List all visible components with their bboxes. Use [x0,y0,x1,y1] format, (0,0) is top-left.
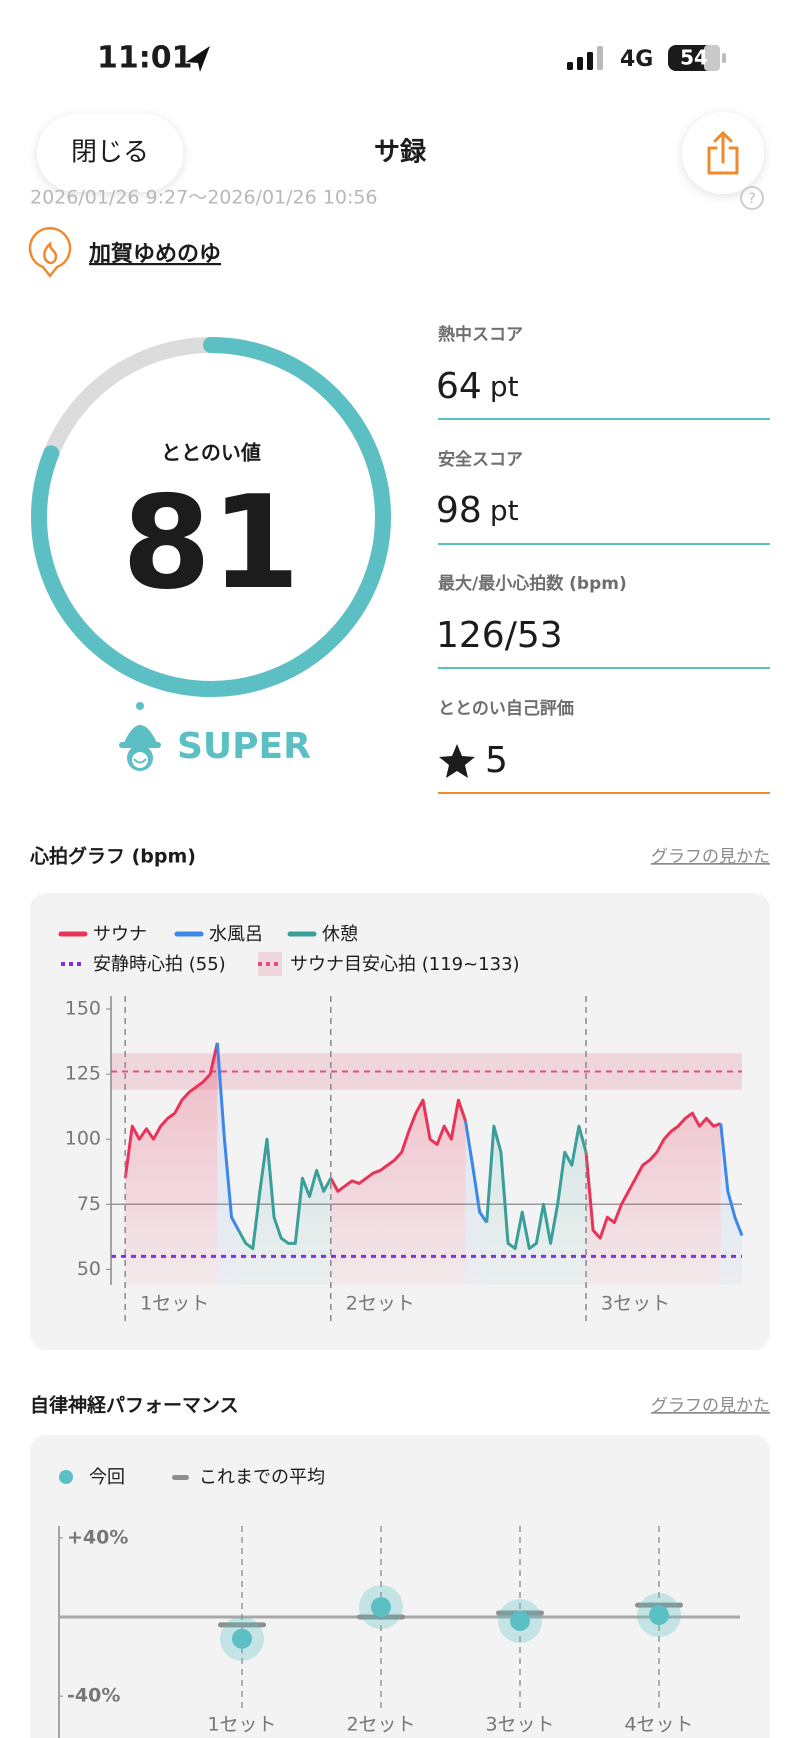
dot [649,1605,669,1626]
autonomic-chart: 今回 これまでの平均 +40% -40% 1セット 2セット 3セット 4セット [58,1467,740,1738]
dot [510,1610,530,1631]
stat-value: 126/53 [436,615,563,656]
area-fill [125,1042,721,1285]
share-icon[interactable] [707,131,739,175]
chart-card [30,1435,770,1738]
help-link[interactable]: グラフの見かた [651,1396,770,1416]
set-label: 2セット [346,1293,415,1315]
line-series [215,1042,744,1237]
rank-icon [119,702,161,771]
area-fill [238,1126,587,1285]
stat-label: 安全スコア [438,449,523,470]
session-period: 2026/01/26 9:27～2026/01/26 10:56 [30,187,378,209]
battery-tip [722,53,726,63]
help-link[interactable]: グラフの見かた [651,847,770,867]
x-tick-label: 1セット [207,1714,276,1736]
stat-number: 64 [436,366,482,407]
legend-label: 安静時心拍 (55) [93,954,226,975]
y-tick-label: 150 [65,998,101,1020]
help-icon[interactable] [740,186,764,210]
average-dash [218,1622,266,1628]
y-tick-label: 125 [65,1063,101,1085]
y-tick-label: 75 [77,1193,101,1215]
dot [232,1628,252,1649]
facility-icon [28,227,72,279]
page-title: サ録 [374,138,427,168]
close-button[interactable] [37,114,183,192]
line-series [237,1124,588,1251]
stat-label: 最大/最小心拍数 (bpm) [438,573,627,594]
legend-label: これまでの平均 [199,1467,325,1488]
y-tick-label: -40% [67,1685,120,1707]
help-mark[interactable]: ? [748,191,755,207]
x-tick-label: 2セット [346,1714,415,1736]
legend-swatch [59,1470,73,1484]
y-tick-label: +40% [67,1526,128,1548]
stat-label: 熱中スコア [438,324,523,345]
star-icon [439,744,475,778]
facility-name[interactable]: 加賀ゆめのゆ [88,242,221,267]
dot [371,1597,391,1618]
stat-unit: pt [490,494,519,527]
rank-label: SUPER [177,726,311,767]
legend-label: 水風呂 [209,924,263,945]
y-tick-label: 50 [77,1258,101,1280]
stat-value: 98 pt [436,490,519,531]
stat-unit: pt [490,370,519,403]
section-title: 自律神経パフォーマンス [30,1394,239,1417]
line-series [123,1042,722,1240]
x-tick-label: 3セット [485,1714,554,1736]
stat-label: ととのい自己評価 [438,698,574,719]
legend-label: 休憩 [322,924,358,945]
section-title: 心拍グラフ (bpm) [29,845,196,868]
battery-level: 54 [680,46,708,70]
close-label[interactable]: 閉じる [71,138,149,168]
legend-swatch [172,1475,189,1480]
x-tick-label: 4セット [624,1714,693,1736]
area-fill [217,1042,742,1285]
battery-empty [704,45,720,71]
signal-icon [567,46,603,70]
location-arrow [186,46,210,72]
stat-value: 5 [485,740,508,781]
stat-number: 98 [436,490,482,531]
y-tick-label: 100 [65,1128,101,1150]
score-label: ととのい値 [161,441,261,465]
legend-label: 今回 [89,1467,125,1488]
set-label: 3セット [601,1293,670,1315]
network-label: 4G [620,47,653,72]
score-value: 81 [122,469,300,618]
set-label: 1セット [140,1293,209,1315]
stat-value: 64 pt [436,366,519,407]
legend-label: サウナ目安心拍 (119~133) [290,954,520,975]
legend-label: サウナ [93,924,147,945]
score-ring [31,337,391,697]
status-time: 11:01 [97,41,193,76]
